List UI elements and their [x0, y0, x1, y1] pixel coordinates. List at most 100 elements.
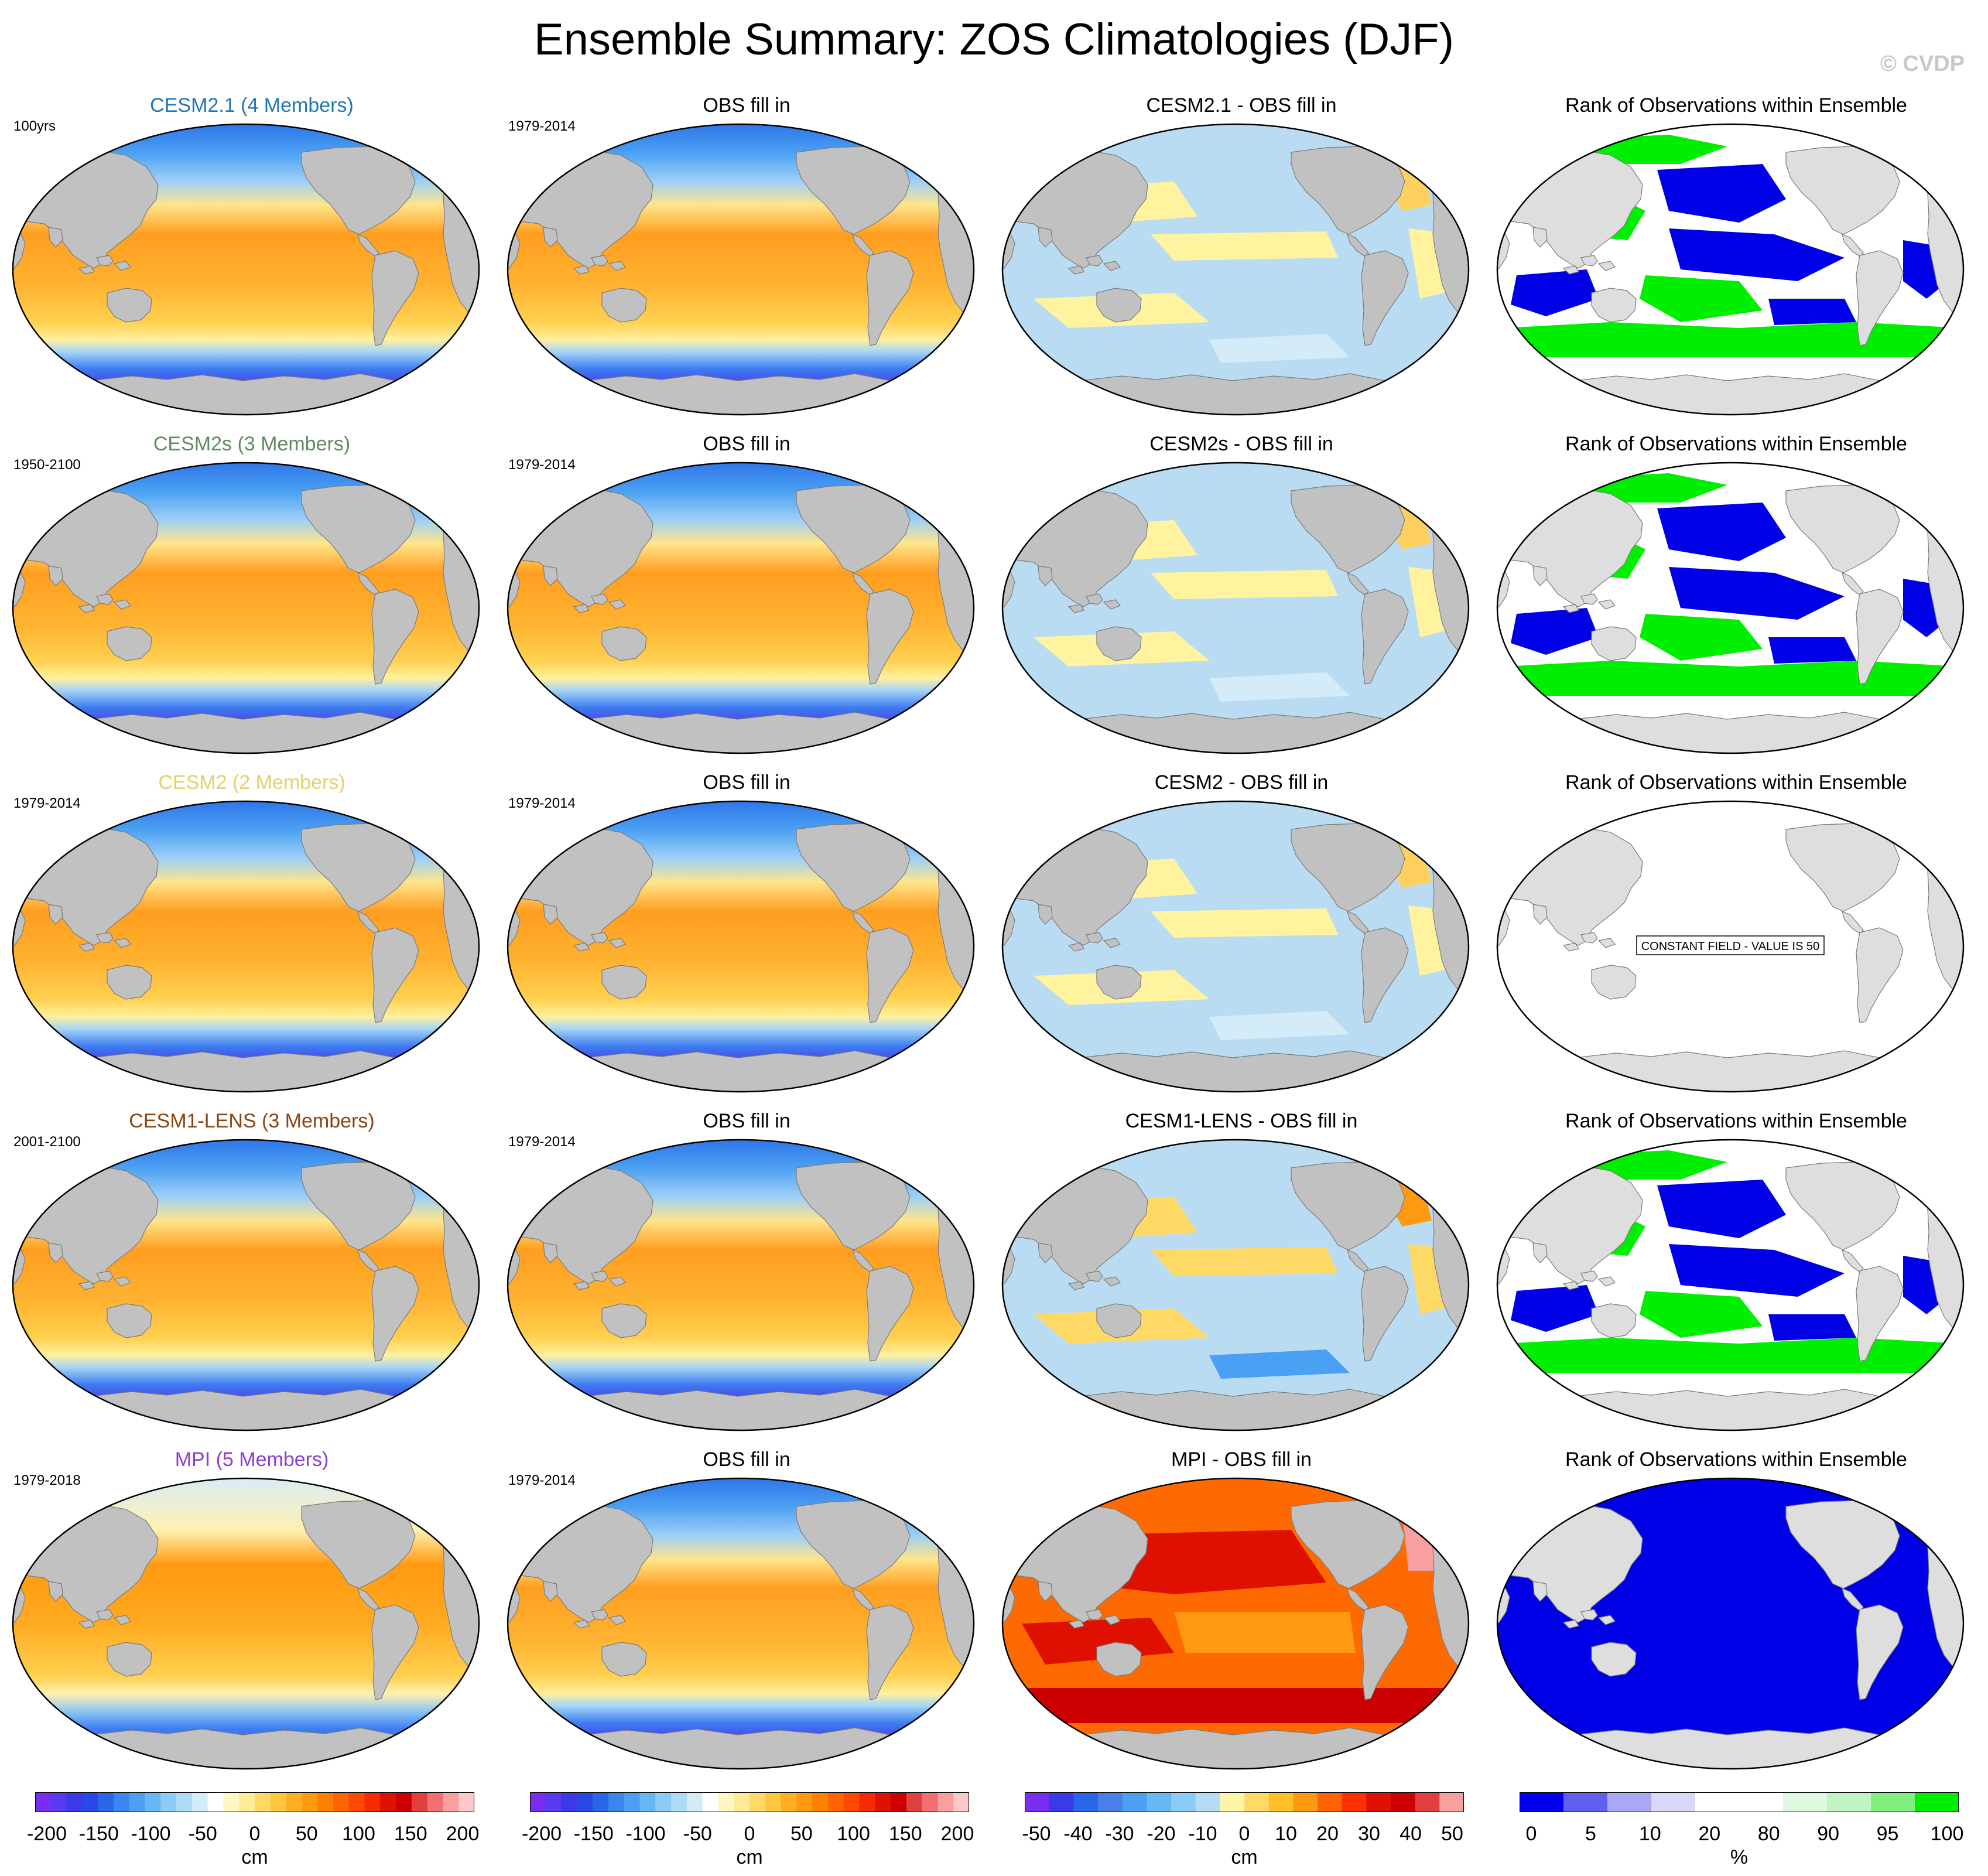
- colorbar-swatch: [223, 1792, 239, 1812]
- maritime-islands: [78, 593, 131, 613]
- south-asia-peninsula: [1038, 904, 1053, 925]
- south-asia-peninsula: [1532, 904, 1548, 925]
- panel-model: MPI (5 Members) 1979-2018: [9, 1448, 495, 1776]
- colorbar-tick-label: -40: [1063, 1823, 1093, 1845]
- australia-landmass: [1591, 1642, 1637, 1677]
- colorbar-tick-label: 200: [446, 1823, 480, 1845]
- colorbar-tick-label: 50: [295, 1823, 318, 1845]
- colorbar-tick-label: 20: [1316, 1823, 1339, 1845]
- diff-patch: [1209, 672, 1350, 702]
- globe-outline: [1001, 1477, 1470, 1770]
- panel-title: CESM2 (2 Members): [158, 771, 345, 794]
- australia-landmass: [601, 1303, 647, 1338]
- maritime-islands: [1562, 932, 1616, 952]
- panel-title: OBS fill in: [703, 1110, 791, 1132]
- colorbar-tick-label: 0: [249, 1823, 261, 1845]
- globe-map: [507, 1139, 975, 1431]
- rank-patch: [1640, 614, 1763, 661]
- colorbar-tick-label: 10: [1275, 1823, 1297, 1845]
- panel-title: OBS fill in: [703, 433, 791, 455]
- globe-map: [507, 1477, 975, 1770]
- colorbar-swatch: [1171, 1792, 1196, 1812]
- panel-rank: Rank of Observations within Ensemble CONS…: [1493, 771, 1979, 1099]
- colorbar-tick-label: 40: [1400, 1823, 1422, 1845]
- australia-landmass: [1591, 288, 1637, 323]
- australia-landmass: [107, 1642, 152, 1677]
- colorbar-swatch: [953, 1792, 970, 1812]
- diff-patch: [1010, 1688, 1467, 1723]
- south-america-landmass: [1361, 1604, 1409, 1700]
- colorbar-swatch: [624, 1792, 640, 1812]
- maritime-islands: [78, 1270, 131, 1290]
- colorbar-strip: [1520, 1792, 1959, 1812]
- maritime-islands: [1562, 593, 1616, 613]
- colorbar-tick-label: 20: [1698, 1823, 1721, 1845]
- globe-outline: [507, 1139, 975, 1431]
- globe-map: [12, 123, 480, 416]
- panel-period: 100yrs: [13, 118, 56, 134]
- colorbar-tick-label: -10: [1188, 1823, 1217, 1845]
- maritime-islands: [1067, 1609, 1121, 1629]
- colorbar-strip: [35, 1792, 475, 1812]
- colorbar-tick-label: 100: [1930, 1823, 1964, 1845]
- maritime-islands: [1562, 1270, 1616, 1290]
- australia-landmass: [601, 965, 647, 1000]
- globe-map: [507, 462, 975, 754]
- maritime-islands: [1562, 255, 1616, 275]
- globe-map: [1001, 123, 1470, 416]
- south-america-landmass: [371, 1604, 419, 1700]
- colorbar-tick-label: -50: [188, 1823, 217, 1845]
- south-asia-peninsula: [543, 1581, 558, 1602]
- australia-landmass: [1096, 1642, 1142, 1677]
- south-asia-peninsula: [1532, 227, 1548, 248]
- diff-patch: [1209, 1349, 1350, 1379]
- south-asia-peninsula: [48, 227, 63, 248]
- maritime-islands: [573, 593, 626, 613]
- australia-landmass: [601, 626, 647, 661]
- panel-obs: OBS fill in 1979-2014: [504, 771, 990, 1099]
- colorbar-tick-label: -50: [683, 1823, 712, 1845]
- colorbar-swatch: [1520, 1792, 1564, 1812]
- colorbar-swatch: [239, 1792, 255, 1812]
- panel-obs: OBS fill in 1979-2014: [504, 1448, 990, 1776]
- colorbar-swatch: [411, 1792, 428, 1812]
- colorbar-swatch: [718, 1792, 734, 1812]
- globe-outline: [12, 1477, 480, 1770]
- south-asia-peninsula: [1532, 1242, 1548, 1263]
- panel-title: MPI (5 Members): [174, 1448, 329, 1471]
- colorbar: 0 5 10 20 80 90 95 100%: [1520, 1792, 1963, 1868]
- panel-title: CESM2.1 - OBS fill in: [1146, 94, 1337, 117]
- globe-outline: [507, 462, 975, 754]
- south-asia-peninsula: [1038, 227, 1053, 248]
- colorbar-swatch: [207, 1792, 224, 1812]
- colorbar-swatch: [160, 1792, 177, 1812]
- south-america-landmass: [1856, 1266, 1904, 1362]
- south-america-landmass: [1856, 927, 1904, 1023]
- south-asia-peninsula: [543, 904, 558, 925]
- colorbar-swatch: [176, 1792, 193, 1812]
- globe-outline: [1496, 1139, 1965, 1431]
- south-america-landmass: [1361, 589, 1409, 685]
- globe-outline: [507, 800, 975, 1093]
- diff-patch: [1151, 908, 1338, 938]
- colorbar-tick-label: 0: [744, 1823, 755, 1845]
- colorbar-swatch: [1342, 1792, 1367, 1812]
- colorbar-swatch: [255, 1792, 271, 1812]
- colorbar-swatch: [1025, 1792, 1050, 1812]
- south-asia-peninsula: [48, 904, 63, 925]
- rank-patch: [1640, 275, 1763, 322]
- colorbar-tick-label: 0: [1525, 1823, 1537, 1845]
- south-america-landmass: [371, 927, 419, 1023]
- colorbar-border: [35, 1792, 474, 1812]
- colorbar-swatch: [655, 1792, 672, 1812]
- globe-map: [1496, 1477, 1965, 1770]
- maritime-islands: [573, 1609, 626, 1629]
- colorbar-tick-label: -150: [78, 1823, 119, 1845]
- copyright-label: © CVDP: [1880, 52, 1965, 76]
- australia-landmass: [601, 288, 647, 323]
- colorbar-swatch: [98, 1792, 114, 1812]
- australia-landmass: [107, 965, 152, 1000]
- maritime-islands: [78, 1609, 131, 1629]
- colorbar-swatch: [1827, 1792, 1871, 1812]
- panel-title: CESM1-LENS (3 Members): [129, 1110, 375, 1132]
